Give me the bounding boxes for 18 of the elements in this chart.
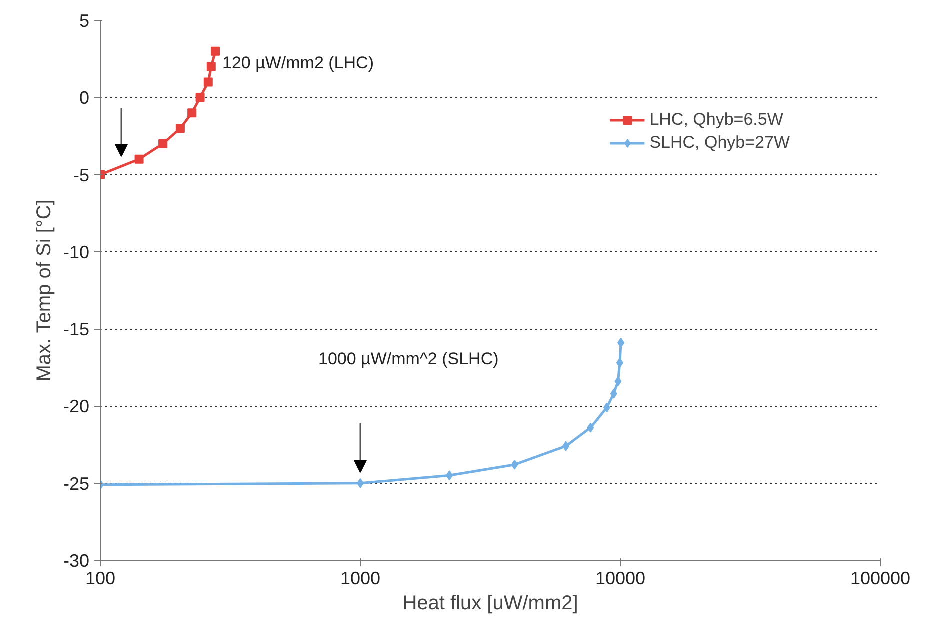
y-tick-label: 5	[79, 11, 90, 31]
annotation: 1000 µW/mm^2 (SLHC)	[318, 350, 499, 368]
y-tick-label: -20	[63, 396, 90, 417]
y-tick-label: -10	[63, 242, 90, 262]
x-tick-label: 1000	[340, 568, 381, 588]
x-axis-title: Heat flux [uW/mm2]	[402, 592, 578, 614]
y-tick-label: -5	[73, 165, 90, 186]
y-tick-label: -15	[63, 320, 90, 340]
x-tick-label: 10000	[595, 568, 646, 588]
legend-label: SLHC, Qhyb=27W	[650, 133, 790, 153]
y-axis-title: Max. Temp of Si [°C]	[33, 200, 56, 382]
x-tick-label: 100	[85, 568, 116, 588]
annotation: 120 µW/mm2 (LHC)	[222, 54, 374, 72]
y-tick-label: -25	[63, 474, 90, 494]
y-tick-label: -30	[63, 551, 90, 571]
y-tick-label: 0	[79, 88, 90, 108]
x-tick-label: 100000	[850, 568, 911, 588]
legend-label: LHC, Qhyb=6.5W	[650, 110, 784, 130]
